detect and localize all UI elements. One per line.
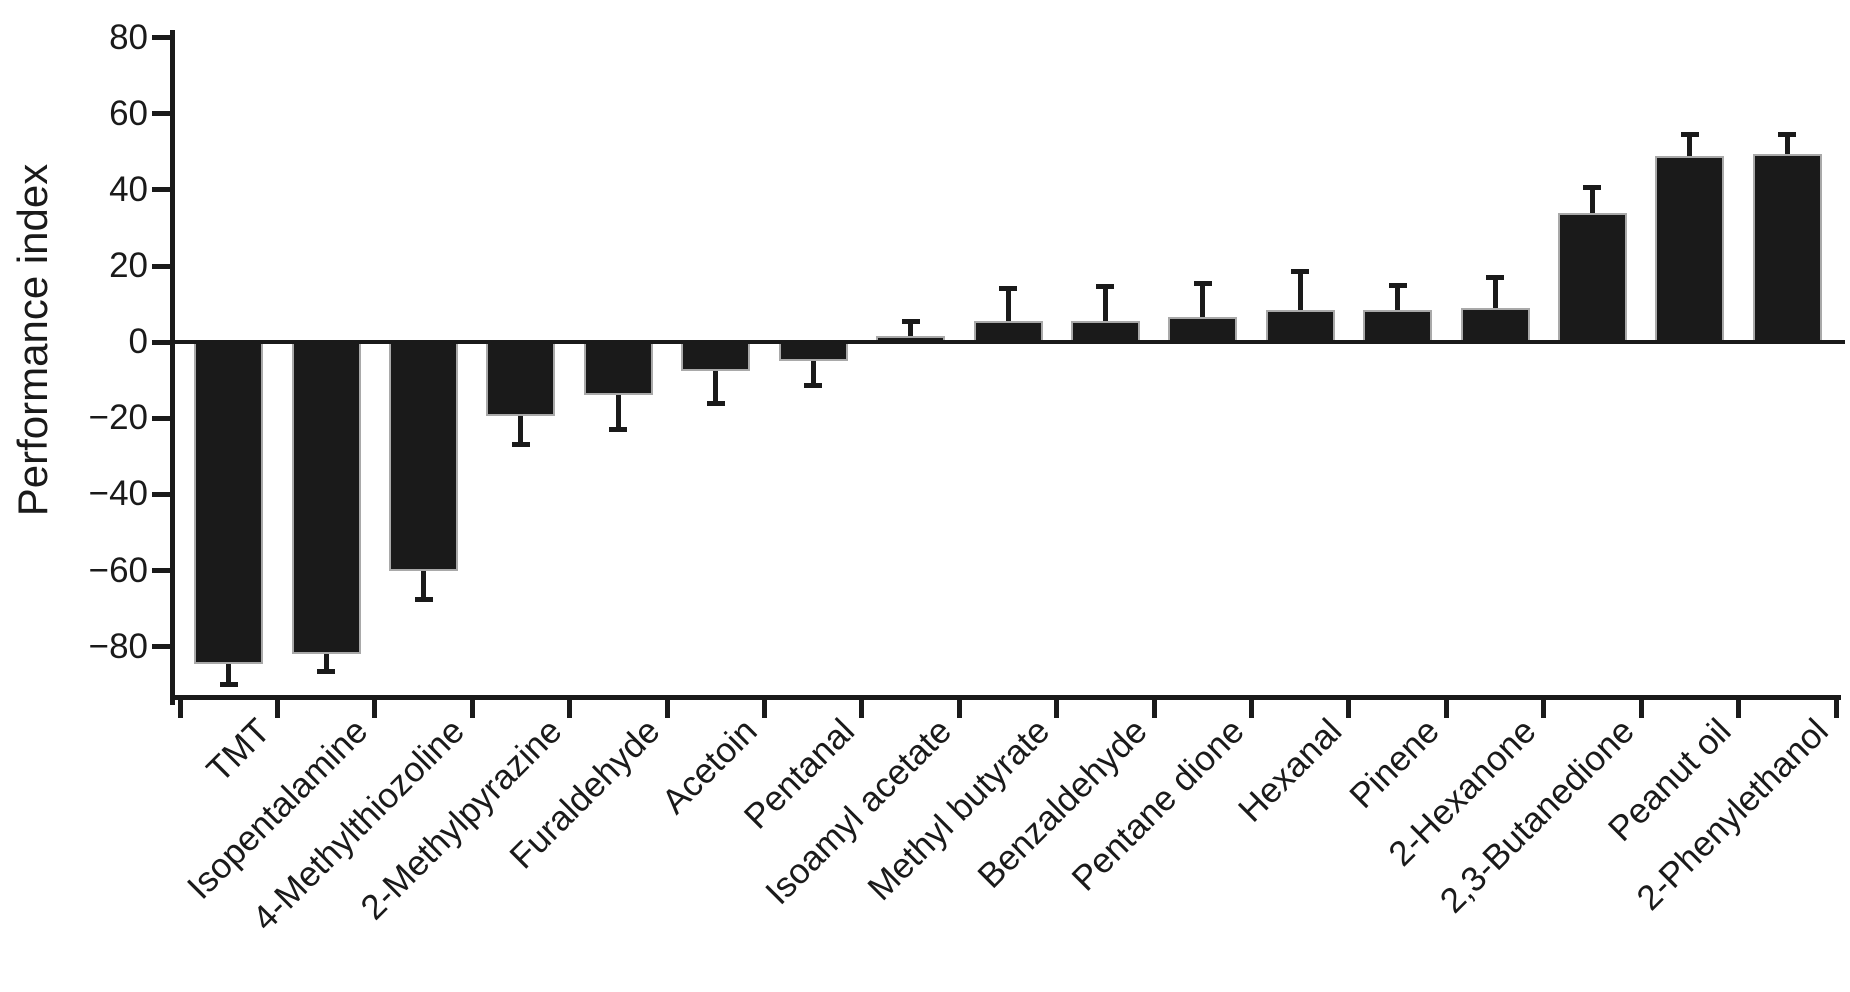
bar <box>1557 212 1627 343</box>
error-whisker <box>1589 187 1595 213</box>
y-axis-tick <box>152 644 170 650</box>
error-whisker <box>1687 134 1693 156</box>
error-cap <box>1486 274 1505 280</box>
error-whisker <box>1005 288 1011 322</box>
bar <box>1460 307 1530 343</box>
error-cap <box>511 442 530 448</box>
error-cap <box>1680 132 1699 138</box>
x-category-label: Hexanal <box>1230 711 1350 830</box>
x-axis-tick <box>1638 700 1644 718</box>
bar <box>1752 153 1822 343</box>
y-axis-tick <box>152 263 170 269</box>
bar <box>1265 309 1335 343</box>
bar <box>291 342 361 655</box>
y-tick-label: 80 <box>109 17 148 57</box>
x-axis-tick <box>1151 700 1157 718</box>
x-axis-tick <box>1541 700 1547 718</box>
bar <box>389 342 459 571</box>
error-whisker <box>1492 277 1498 308</box>
error-whisker <box>1102 286 1108 322</box>
error-whisker <box>810 361 816 386</box>
error-whisker <box>1200 283 1206 318</box>
y-axis-line <box>170 30 175 705</box>
error-cap <box>1778 132 1797 138</box>
error-whisker <box>1784 134 1790 154</box>
y-axis-tick <box>152 568 170 574</box>
error-cap <box>219 682 238 688</box>
y-tick-label: −40 <box>88 474 148 514</box>
error-cap <box>706 400 725 406</box>
error-cap <box>901 318 920 324</box>
x-axis-tick <box>372 700 378 718</box>
y-tick-label: 60 <box>109 93 148 133</box>
y-tick-label: −20 <box>88 398 148 438</box>
x-axis-tick <box>761 700 767 718</box>
y-axis-tick <box>152 187 170 193</box>
zero-line <box>175 340 1845 345</box>
x-axis-tick <box>956 700 962 718</box>
bar <box>1655 155 1725 343</box>
bar <box>1070 321 1140 343</box>
y-axis-tick <box>152 111 170 117</box>
x-axis-tick <box>567 700 573 718</box>
bar <box>1363 309 1433 343</box>
error-cap <box>1583 185 1602 191</box>
y-tick-label: 0 <box>128 322 148 362</box>
bar <box>583 342 653 396</box>
x-axis-tick <box>1736 700 1742 718</box>
error-cap <box>317 668 336 674</box>
bar <box>778 342 848 362</box>
x-category-label: TMT <box>199 711 278 790</box>
y-tick-label: −80 <box>88 626 148 666</box>
error-cap <box>1291 269 1310 275</box>
error-cap <box>1388 282 1407 288</box>
y-tick-label: 20 <box>109 246 148 286</box>
x-axis-tick <box>1054 700 1060 718</box>
y-axis-title: Performance index <box>9 163 56 517</box>
bar <box>681 342 751 371</box>
x-axis-tick <box>1833 700 1839 718</box>
error-cap <box>414 596 433 602</box>
bar <box>1168 317 1238 343</box>
x-axis-tick <box>469 700 475 718</box>
y-tick-label: −60 <box>88 550 148 590</box>
y-axis-tick <box>152 339 170 345</box>
error-cap <box>804 383 823 389</box>
x-axis-tick <box>1346 700 1352 718</box>
y-tick-label: 40 <box>109 169 148 209</box>
error-cap <box>609 427 628 433</box>
error-whisker <box>1395 285 1401 310</box>
error-whisker <box>323 654 329 672</box>
x-axis-line <box>170 695 1841 700</box>
x-axis-tick <box>274 700 280 718</box>
error-whisker <box>713 370 719 404</box>
x-category-label: Pentane dione <box>1064 711 1252 899</box>
x-category-label: Benzaldehyde <box>969 711 1155 896</box>
y-axis-tick <box>152 415 170 421</box>
error-whisker <box>226 663 232 685</box>
error-cap <box>999 286 1017 292</box>
bar <box>973 321 1043 343</box>
y-axis-tick <box>152 35 170 41</box>
x-axis-tick <box>664 700 670 718</box>
x-axis-tick <box>1443 700 1449 718</box>
bar <box>486 342 556 417</box>
error-cap <box>1193 280 1212 286</box>
error-whisker <box>421 570 427 600</box>
error-cap <box>1096 284 1115 290</box>
error-whisker <box>1297 271 1303 310</box>
error-whisker <box>615 395 621 430</box>
y-axis-tick <box>152 491 170 497</box>
x-axis-tick <box>859 700 865 718</box>
x-axis-tick <box>177 700 183 718</box>
x-axis-tick <box>1249 700 1255 718</box>
error-whisker <box>518 416 524 445</box>
bar <box>194 342 264 664</box>
error-whisker <box>908 321 914 337</box>
